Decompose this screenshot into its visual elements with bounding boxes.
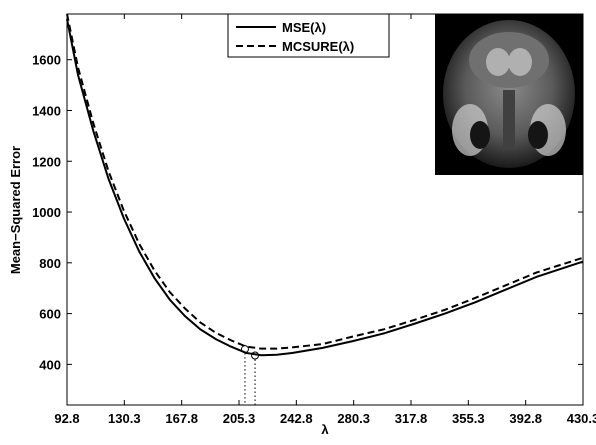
legend-label: MCSURE(λ) — [282, 39, 354, 54]
y-tick-label: 1200 — [32, 154, 61, 169]
x-tick-label: 205.3 — [223, 411, 256, 426]
y-tick-label: 600 — [39, 307, 61, 322]
y-tick-label: 400 — [39, 357, 61, 372]
legend-label: MSE(λ) — [282, 20, 326, 35]
series-line — [66, 13, 584, 350]
inset-image — [435, 14, 583, 175]
minimum-marker — [240, 345, 249, 354]
x-tick-label: 317.8 — [395, 411, 428, 426]
y-tick-label: 1600 — [32, 53, 61, 68]
x-tick-label: 242.8 — [280, 411, 313, 426]
minimum-marker — [251, 351, 260, 360]
y-tick-label: 1000 — [32, 205, 61, 220]
y-tick-label: 800 — [39, 256, 61, 271]
x-tick-label: 92.8 — [54, 411, 79, 426]
y-axis-label: Mean−Squared Error — [8, 146, 23, 274]
y-tick-label: 1400 — [32, 103, 61, 118]
x-tick-label: 167.8 — [165, 411, 198, 426]
x-tick-label: 280.3 — [337, 411, 370, 426]
x-tick-label: 355.3 — [452, 411, 485, 426]
x-tick-label: 430.3 — [567, 411, 596, 426]
legend-box — [227, 13, 390, 58]
x-axis-label: λ — [321, 422, 329, 437]
x-tick-label: 130.3 — [108, 411, 141, 426]
x-tick-label: 392.8 — [509, 411, 542, 426]
